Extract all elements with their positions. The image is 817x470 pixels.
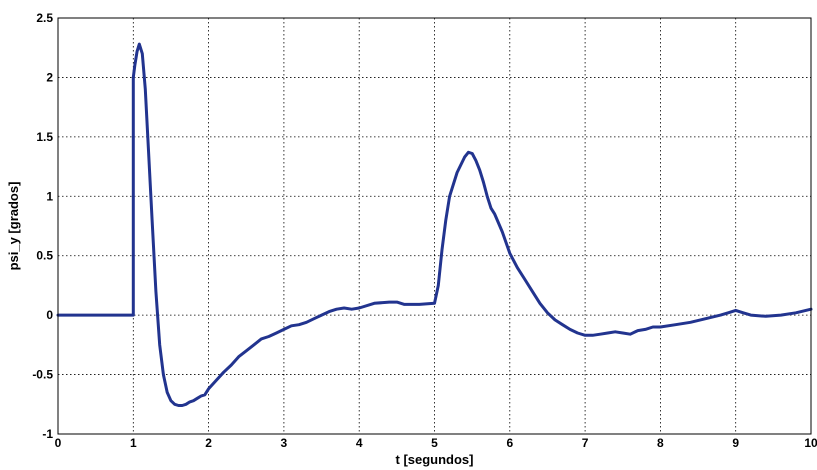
- y-tick-label: 0.5: [36, 249, 53, 263]
- y-tick-label: 2.5: [36, 11, 53, 25]
- y-tick-label: 1.5: [36, 130, 53, 144]
- y-tick-label: 0: [46, 308, 53, 322]
- x-tick-label: 6: [506, 436, 513, 450]
- y-axis-label: psi_y [grados]: [6, 182, 21, 271]
- x-tick-label: 10: [804, 436, 817, 450]
- y-tick-label: -0.5: [32, 368, 53, 382]
- tick-labels: 0 1 2 3 4 5 6 7 8 9 10 -1 -0.5 0 0.5 1 1.5 2 2.5: [32, 11, 817, 450]
- y-tick-label: 1: [46, 189, 53, 203]
- y-tick-label: -1: [42, 427, 53, 441]
- x-tick-label: 7: [582, 436, 589, 450]
- x-tick-label: 1: [130, 436, 137, 450]
- series-line: [56, 42, 813, 407]
- y-tick-label: 2: [46, 70, 53, 84]
- x-tick-label: 8: [657, 436, 664, 450]
- x-axis-label: t [segundos]: [396, 452, 474, 467]
- x-tick-label: 0: [55, 436, 62, 450]
- x-tick-label: 4: [356, 436, 363, 450]
- x-tick-label: 5: [431, 436, 438, 450]
- x-tick-label: 9: [732, 436, 739, 450]
- x-tick-label: 3: [281, 436, 288, 450]
- plot-frame: [57, 17, 812, 435]
- x-tick-label: 2: [205, 436, 212, 450]
- gridlines: [58, 18, 811, 434]
